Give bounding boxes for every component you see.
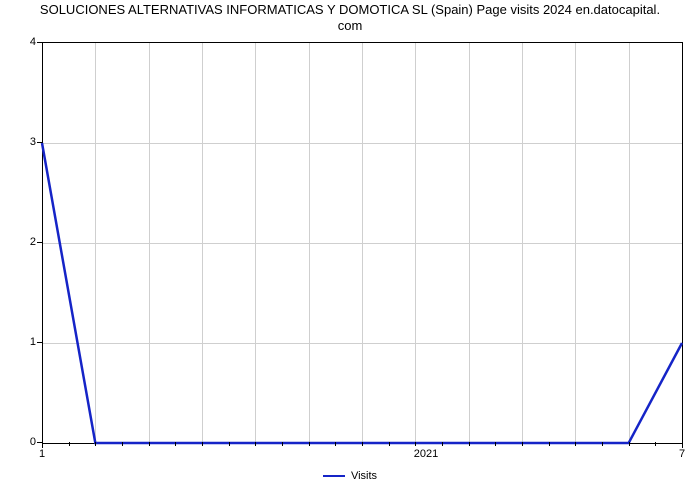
x-tick-mark — [549, 442, 550, 446]
x-tick-mark — [655, 442, 656, 446]
line-series — [42, 43, 682, 443]
x-tick-mark — [282, 442, 283, 446]
x-tick-label: 7 — [679, 448, 685, 460]
y-tick-label: 2 — [12, 236, 36, 248]
x-tick-mark — [389, 442, 390, 446]
y-tick-label: 3 — [12, 136, 36, 148]
y-tick-mark — [37, 242, 42, 243]
chart-title: SOLUCIONES ALTERNATIVAS INFORMATICAS Y D… — [0, 2, 700, 35]
x-tick-mark — [175, 442, 176, 446]
x-tick-mark-major — [682, 442, 683, 448]
x-tick-mark-major — [42, 442, 43, 448]
x-tick-label: 1 — [39, 448, 45, 460]
chart-container: { "chart": { "type": "line", "title_line… — [0, 0, 700, 500]
plot-area — [42, 42, 683, 443]
x-tick-mark — [469, 442, 470, 446]
y-tick-label: 0 — [12, 436, 36, 448]
x-tick-mark — [122, 442, 123, 446]
y-tick-label: 4 — [12, 36, 36, 48]
x-tick-mark — [149, 442, 150, 446]
y-tick-mark — [37, 142, 42, 143]
x-tick-mark — [335, 442, 336, 446]
legend: Visits — [0, 470, 700, 482]
chart-title-line2: com — [338, 18, 363, 33]
x-tick-mark — [255, 442, 256, 446]
x-tick-mark — [202, 442, 203, 446]
x-tick-mark — [522, 442, 523, 446]
legend-label: Visits — [351, 470, 377, 482]
x-tick-mark — [495, 442, 496, 446]
x-tick-mark — [415, 442, 416, 446]
x-tick-mark — [575, 442, 576, 446]
x-tick-mark — [69, 442, 70, 446]
legend-swatch — [323, 475, 345, 477]
x-tick-mark — [229, 442, 230, 446]
x-tick-mark — [442, 442, 443, 446]
y-tick-label: 1 — [12, 336, 36, 348]
y-tick-mark — [37, 42, 42, 43]
x-tick-mark — [602, 442, 603, 446]
x-tick-mark — [629, 442, 630, 446]
chart-title-line1: SOLUCIONES ALTERNATIVAS INFORMATICAS Y D… — [40, 2, 660, 17]
x-tick-mark — [309, 442, 310, 446]
y-tick-mark — [37, 342, 42, 343]
x-center-label: 2021 — [414, 448, 438, 460]
x-tick-mark — [362, 442, 363, 446]
x-tick-mark — [95, 442, 96, 446]
